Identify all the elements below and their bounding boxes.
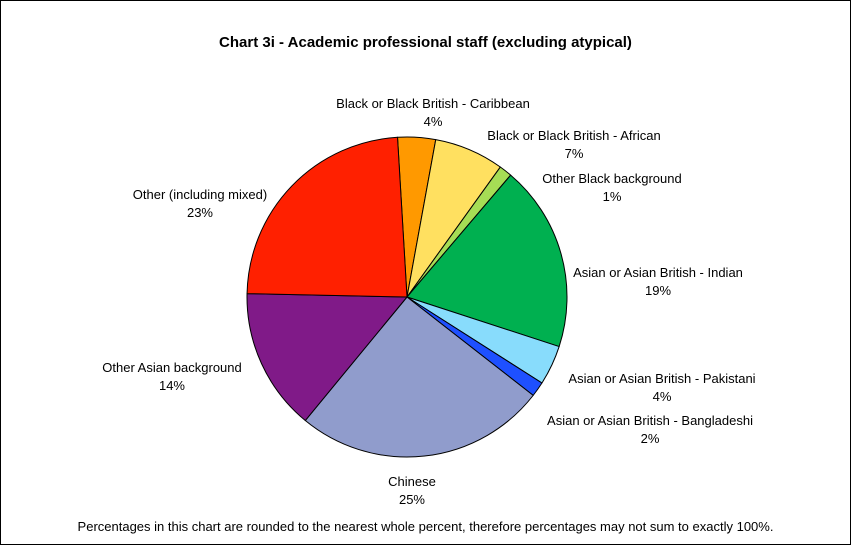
label-chinese: Chinese 25%: [388, 473, 436, 509]
chart-footnote: Percentages in this chart are rounded to…: [1, 519, 850, 534]
label-indian-name: Asian or Asian British - Indian: [573, 264, 743, 282]
label-pakistani-pct: 4%: [568, 388, 755, 406]
label-other-asian-name: Other Asian background: [102, 359, 241, 377]
label-african-pct: 7%: [487, 145, 660, 163]
label-other-black-pct: 1%: [542, 188, 681, 206]
label-other-black-name: Other Black background: [542, 170, 681, 188]
label-african-name: Black or Black British - African: [487, 127, 660, 145]
label-other-black: Other Black background 1%: [542, 170, 681, 206]
label-caribbean: Black or Black British - Caribbean 4%: [336, 95, 530, 131]
label-indian: Asian or Asian British - Indian 19%: [573, 264, 743, 300]
label-bangladeshi-name: Asian or Asian British - Bangladeshi: [547, 412, 753, 430]
label-other-mixed-name: Other (including mixed): [133, 186, 267, 204]
label-other-mixed: Other (including mixed) 23%: [133, 186, 267, 222]
label-indian-pct: 19%: [573, 282, 743, 300]
label-chinese-pct: 25%: [388, 491, 436, 509]
label-african: Black or Black British - African 7%: [487, 127, 660, 163]
label-chinese-name: Chinese: [388, 473, 436, 491]
label-pakistani: Asian or Asian British - Pakistani 4%: [568, 370, 755, 406]
label-bangladeshi-pct: 2%: [547, 430, 753, 448]
label-other-asian-pct: 14%: [102, 377, 241, 395]
label-pakistani-name: Asian or Asian British - Pakistani: [568, 370, 755, 388]
label-caribbean-name: Black or Black British - Caribbean: [336, 95, 530, 113]
label-bangladeshi: Asian or Asian British - Bangladeshi 2%: [547, 412, 753, 448]
label-other-mixed-pct: 23%: [133, 204, 267, 222]
label-other-asian: Other Asian background 14%: [102, 359, 241, 395]
pie-slice-other-including-mixed: [247, 137, 407, 297]
